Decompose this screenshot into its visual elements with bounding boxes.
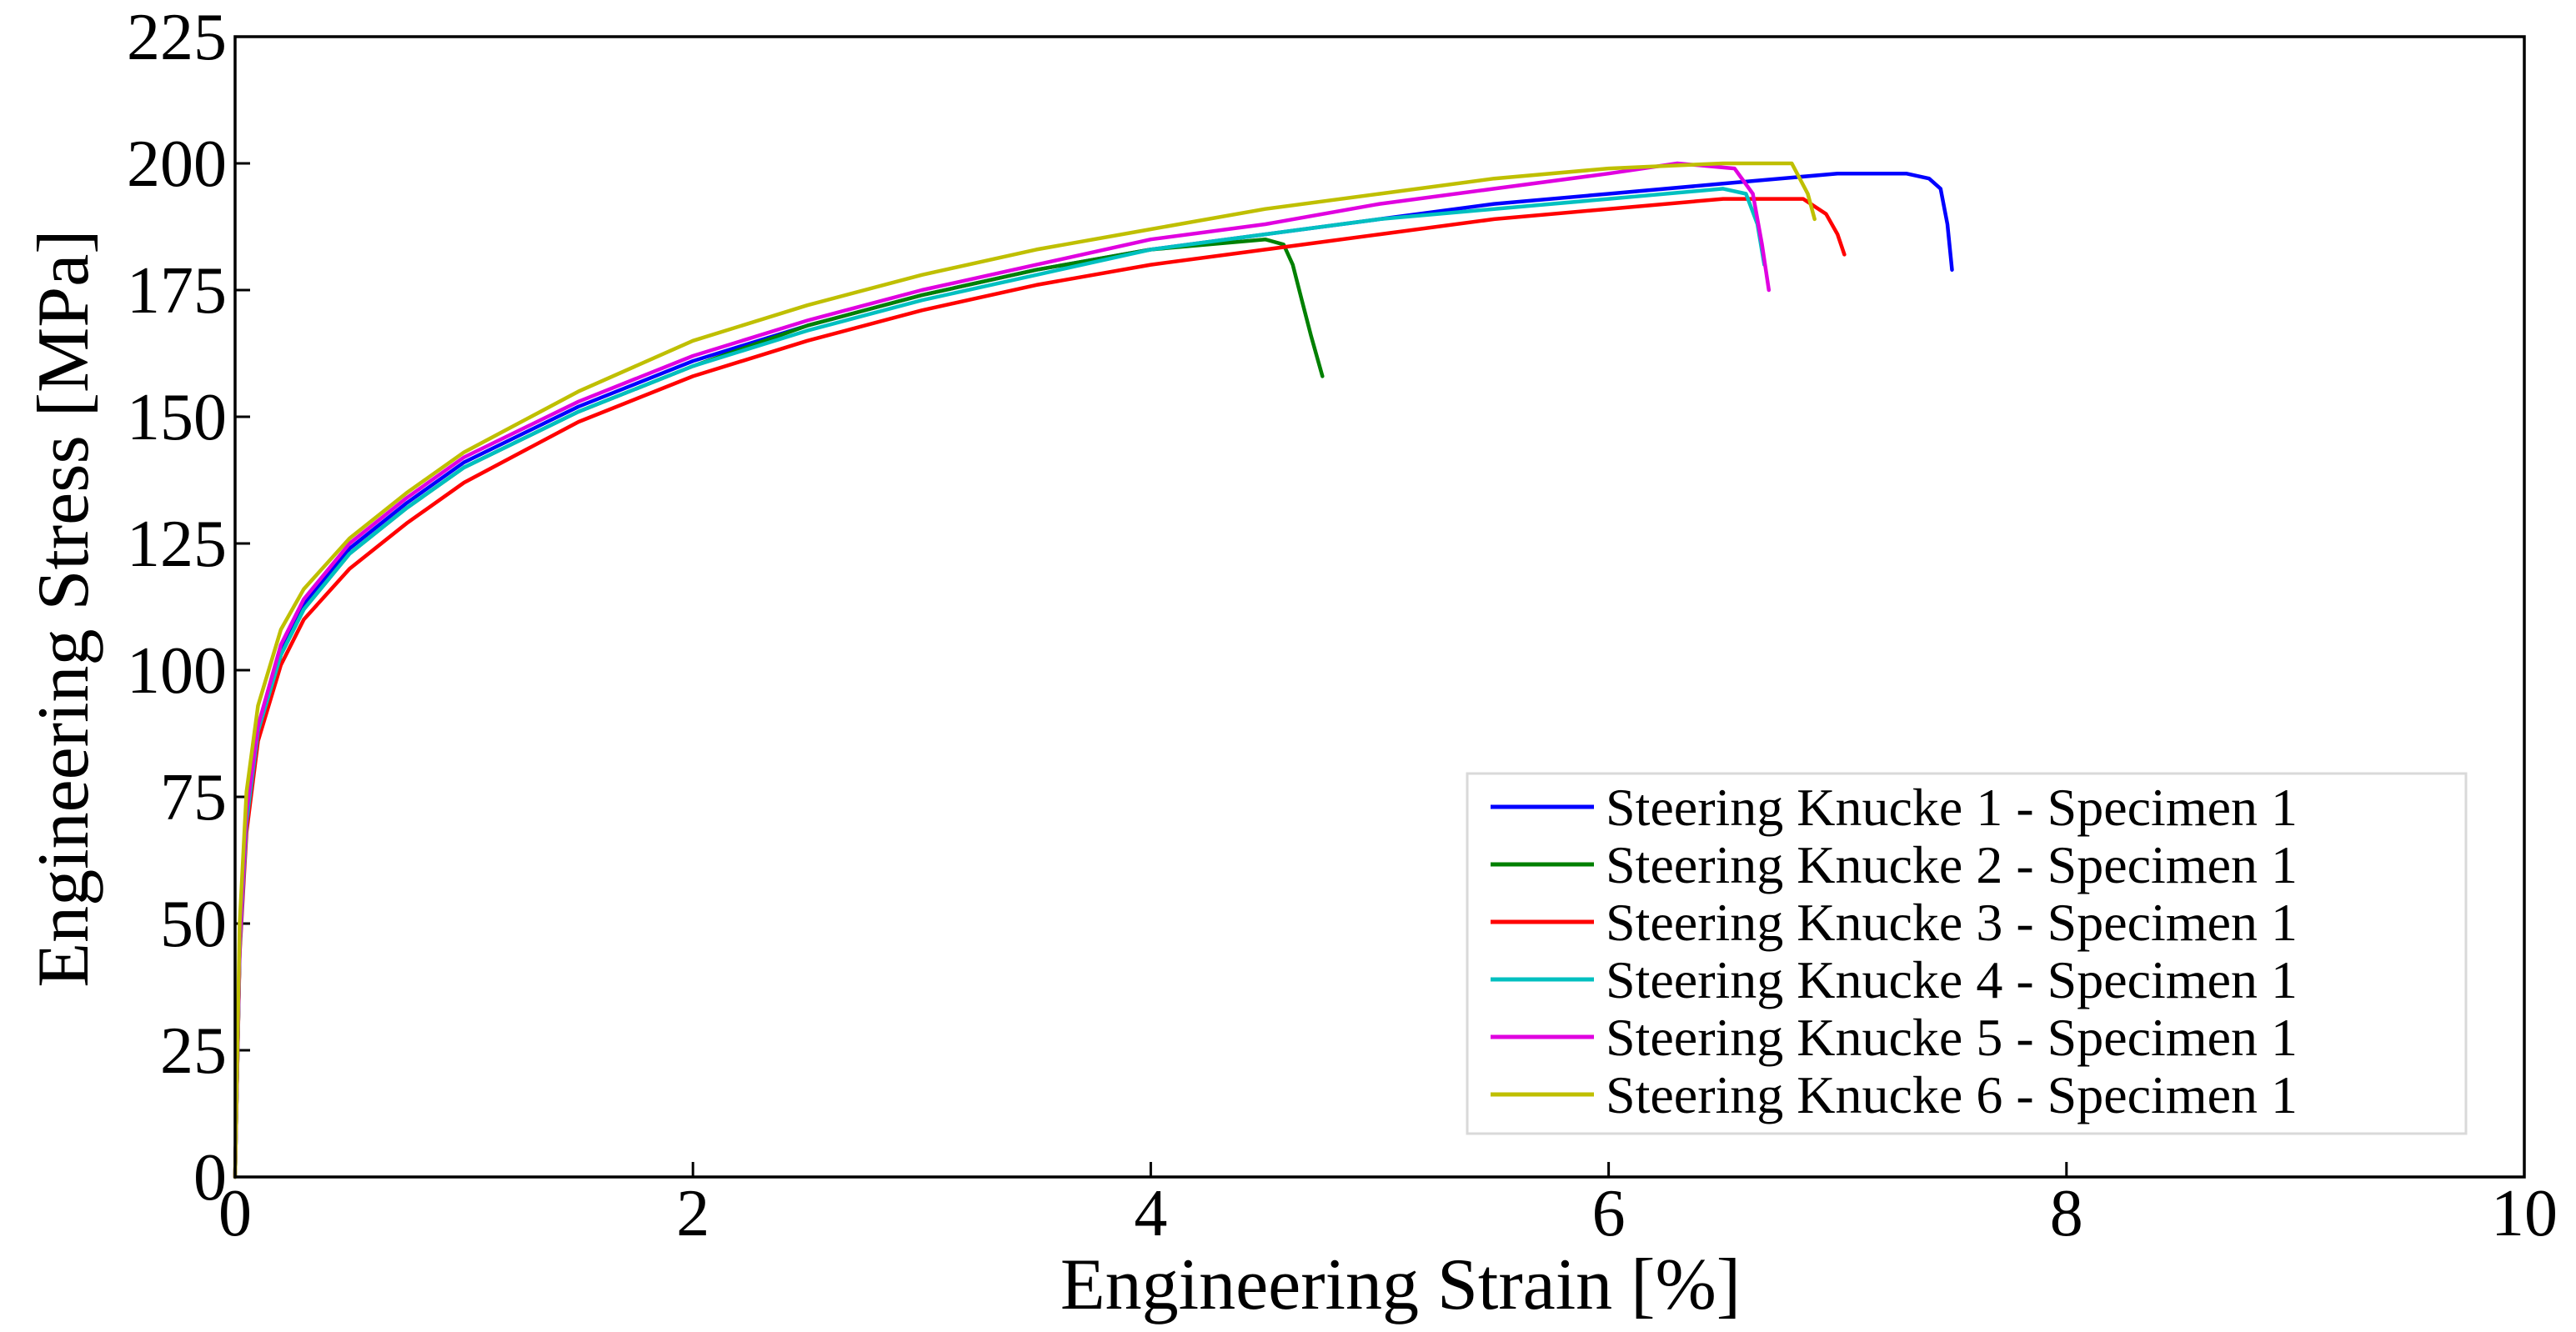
series-line-6 <box>233 161 1817 1179</box>
y-tick-label: 225 <box>127 1 227 74</box>
plot-frame <box>233 35 2526 1179</box>
x-tick-label: 4 <box>1134 1177 1167 1250</box>
legend-box <box>1466 772 2468 1135</box>
legend-label-4: Steering Knucke 4 - Specimen 1 <box>1606 950 2298 1009</box>
y-tick-label: 125 <box>127 508 227 581</box>
y-tick-label: 100 <box>127 634 227 708</box>
y-tick-label: 175 <box>127 254 227 328</box>
series-layer <box>233 161 1954 1179</box>
series-line-3 <box>233 197 1847 1179</box>
legend-label-6: Steering Knucke 6 - Specimen 1 <box>1606 1065 2298 1124</box>
legend-label-5: Steering Knucke 5 - Specimen 1 <box>1606 1008 2298 1067</box>
x-tick-label: 8 <box>2050 1177 2083 1250</box>
y-tick-label: 25 <box>160 1014 227 1088</box>
x-axis-title: Engineering Strain [%] <box>1060 1244 1741 1325</box>
legend-label-1: Steering Knucke 1 - Specimen 1 <box>1606 778 2298 837</box>
x-tick-label: 6 <box>1592 1177 1626 1250</box>
series-line-4 <box>233 187 1767 1179</box>
y-tick-label: 200 <box>127 128 227 201</box>
y-tick-label: 50 <box>160 888 227 961</box>
x-tick-label: 2 <box>676 1177 709 1250</box>
legend-label-3: Steering Knucke 3 - Specimen 1 <box>1606 893 2298 952</box>
x-tick-label: 0 <box>218 1177 252 1250</box>
x-tick-label: 10 <box>2491 1177 2558 1250</box>
y-axis-title: Engineering Stress [MPa] <box>23 229 104 987</box>
y-tick-label: 150 <box>127 381 227 454</box>
y-tick-label: 75 <box>160 761 227 834</box>
y-tick-label: 0 <box>193 1141 227 1214</box>
legend-label-2: Steering Knucke 2 - Specimen 1 <box>1606 835 2298 894</box>
